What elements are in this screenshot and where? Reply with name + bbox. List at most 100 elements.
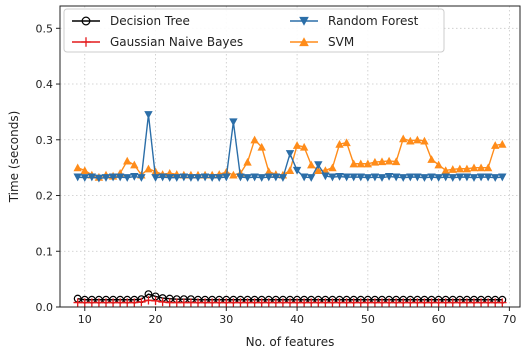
- random-forest-point: [349, 173, 358, 182]
- random-forest-point: [144, 111, 153, 119]
- random-forest-point: [469, 174, 479, 182]
- gaussian-naive-bayes-point: [314, 298, 323, 307]
- random-forest-point: [399, 174, 408, 182]
- gaussian-naive-bayes-point: [335, 298, 344, 307]
- svm-point: [377, 157, 387, 166]
- gaussian-naive-bayes-point: [165, 298, 174, 307]
- legend-item-decision-tree: Decision Tree: [72, 14, 190, 28]
- svm-point: [455, 164, 465, 173]
- gaussian-naive-bayes-point: [229, 298, 238, 307]
- random-forest-point: [292, 166, 302, 175]
- gaussian-naive-bayes-point: [328, 298, 337, 307]
- random-forest-point: [94, 174, 104, 183]
- y-tick-label: 0.1: [36, 245, 54, 258]
- random-forest-point: [342, 173, 351, 182]
- y-tick-label: 0.2: [36, 190, 54, 203]
- svm-point: [229, 170, 238, 179]
- random-forest-point: [257, 174, 266, 182]
- legend-item-svm: SVM: [290, 35, 354, 49]
- y-tick-label: 0.4: [36, 78, 54, 91]
- random-forest-point: [200, 173, 210, 182]
- svm-point: [476, 163, 486, 172]
- legend-swatch-marker: [81, 16, 91, 26]
- gaussian-naive-bayes-point: [370, 298, 380, 307]
- gaussian-naive-bayes-point: [448, 298, 457, 307]
- gaussian-naive-bayes-point: [363, 298, 373, 307]
- gaussian-naive-bayes-point: [130, 298, 139, 307]
- gaussian-naive-bayes-point: [455, 298, 465, 307]
- random-forest-point: [335, 172, 344, 181]
- y-tick-label: 0.0: [36, 301, 54, 314]
- y-tick-label: 0.5: [36, 22, 54, 35]
- random-forest-point: [115, 173, 125, 182]
- legend-label: Decision Tree: [110, 14, 190, 28]
- random-forest-point: [406, 173, 415, 182]
- random-forest-point: [130, 172, 139, 181]
- gaussian-naive-bayes-point: [151, 296, 160, 306]
- gaussian-naive-bayes-point: [94, 298, 104, 307]
- legend-label: Random Forest: [328, 14, 419, 28]
- random-forest-point: [108, 173, 118, 182]
- gaussian-naive-bayes-point: [271, 298, 281, 307]
- svm-point: [73, 163, 82, 172]
- gaussian-naive-bayes-point: [101, 298, 111, 307]
- svm-point: [292, 141, 302, 149]
- random-forest-point: [193, 174, 203, 182]
- gaussian-naive-bayes-point: [434, 298, 443, 307]
- random-forest-point: [179, 173, 189, 182]
- svm-point: [406, 136, 415, 145]
- random-forest-point: [229, 118, 238, 127]
- x-tick-label: 10: [78, 313, 92, 326]
- gaussian-naive-bayes-point: [257, 298, 266, 307]
- random-forest-point: [427, 173, 436, 182]
- svm-point: [384, 156, 394, 165]
- series-layer: [73, 111, 507, 307]
- gaussian-naive-bayes-point: [469, 298, 479, 307]
- svm-point: [144, 164, 153, 173]
- random-forest-point: [377, 174, 387, 182]
- random-forest-point: [455, 173, 465, 182]
- svm-point: [123, 156, 132, 165]
- random-forest-point: [462, 173, 472, 182]
- gaussian-naive-bayes-point: [342, 298, 351, 307]
- y-axis-label: Time (seconds): [7, 111, 21, 204]
- legend: Decision Tree Gaussian Naive Bayes Random …: [63, 8, 445, 53]
- svm-point: [250, 135, 259, 144]
- random-forest-point: [271, 173, 281, 182]
- random-forest-point: [483, 173, 493, 182]
- random-forest-point: [434, 174, 443, 182]
- gaussian-naive-bayes-point: [250, 298, 259, 307]
- svm-point: [413, 135, 422, 144]
- legend-item-gaussian-naive-bayes: Gaussian Naive Bayes: [72, 35, 243, 49]
- gaussian-naive-bayes-point: [186, 298, 196, 307]
- legend-swatch-marker: [81, 37, 91, 47]
- gaussian-naive-bayes-point: [73, 298, 82, 307]
- plot-frame: [59, 5, 521, 308]
- svm-point: [363, 159, 373, 168]
- random-forest-point: [420, 174, 429, 182]
- y-axis: 0.0 0.1 0.2 0.3 0.4 0.5: [36, 22, 60, 314]
- gaussian-naive-bayes-point: [399, 298, 408, 307]
- random-forest-point: [73, 173, 82, 182]
- random-forest-point: [441, 173, 450, 182]
- svm-point: [356, 159, 365, 168]
- random-forest-point: [413, 173, 422, 182]
- gaussian-naive-bayes-point: [144, 296, 153, 305]
- random-forest-point: [370, 173, 380, 182]
- legend-box: [63, 8, 445, 53]
- x-tick-label: 50: [361, 313, 375, 326]
- svm-point: [80, 166, 89, 175]
- gaussian-naive-bayes-point: [462, 298, 472, 307]
- random-forest-point: [137, 174, 146, 182]
- svm-point: [243, 157, 252, 166]
- x-tick-label: 30: [219, 313, 233, 326]
- gaussian-naive-bayes-point: [278, 298, 288, 307]
- random-forest-point: [236, 173, 245, 182]
- random-forest-point: [363, 174, 373, 182]
- random-forest-point: [87, 173, 97, 182]
- legend-item-random-forest: Random Forest: [290, 14, 419, 28]
- legend-swatch-marker: [299, 16, 309, 26]
- random-forest-point: [314, 161, 323, 170]
- gaussian-naive-bayes-point: [349, 298, 358, 307]
- svm-point: [285, 166, 295, 175]
